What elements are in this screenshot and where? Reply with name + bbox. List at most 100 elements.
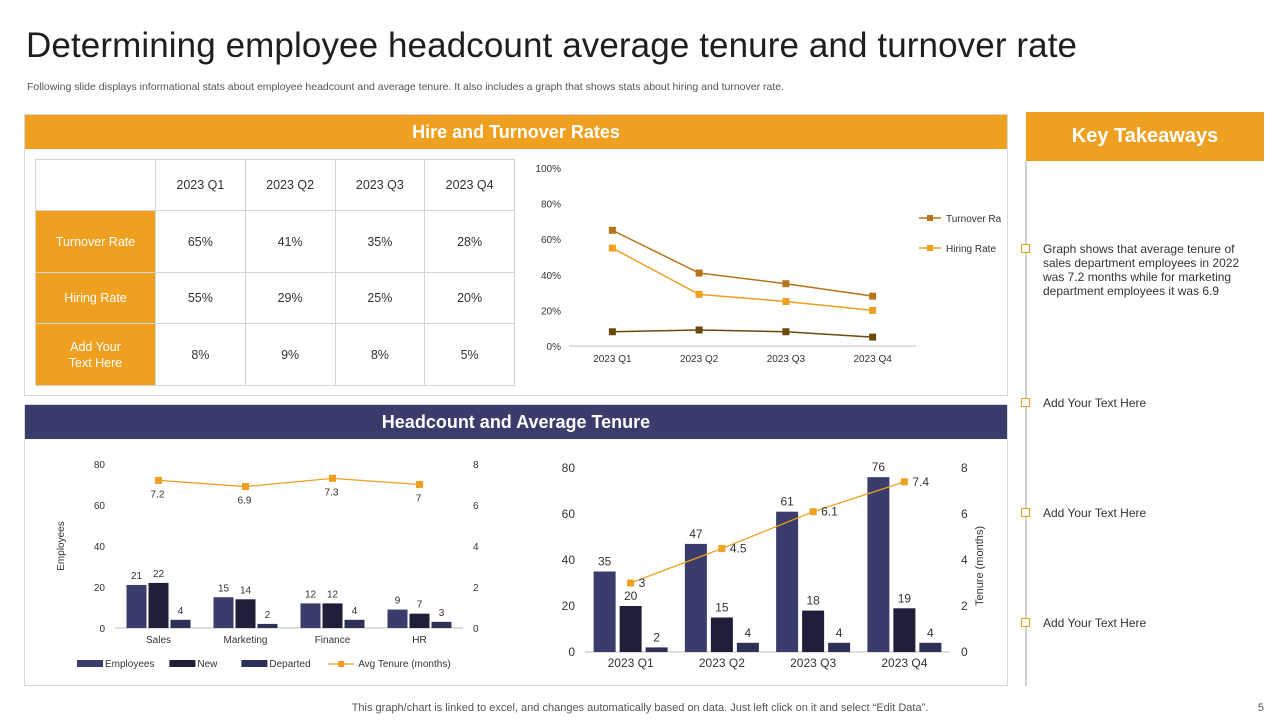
tenure-value-label: 7: [416, 494, 422, 505]
y2-tick-label: 0: [473, 624, 479, 635]
y2-tick-label: 8: [473, 460, 479, 471]
table-cell: 25%: [334, 272, 426, 324]
tenure-value-label: 6.1: [821, 505, 838, 519]
tenure-point: [900, 478, 908, 486]
bullet-square-icon: [1021, 508, 1030, 517]
bar: [684, 543, 707, 652]
series-line: [612, 329, 873, 338]
data-point: [695, 326, 703, 334]
hire-turnover-title: Hire and Turnover Rates: [25, 115, 1007, 149]
bar: [619, 606, 642, 652]
bar-value-label: 47: [689, 527, 703, 541]
headcount-title: Headcount and Average Tenure: [25, 405, 1007, 439]
y2-tick-label: 8: [961, 461, 968, 475]
bar: [126, 584, 147, 628]
bar-value-label: 3: [439, 608, 445, 619]
y2-tick-label: 2: [961, 599, 968, 613]
tenure-value-label: 7.2: [151, 489, 165, 500]
bar: [344, 619, 365, 628]
bar-value-label: 15: [715, 601, 729, 615]
bar: [235, 599, 256, 628]
hire-turnover-panel: Hire and Turnover Rates 2023 Q1 2023 Q2 …: [24, 114, 1008, 396]
bar: [867, 477, 890, 652]
bar-value-label: 19: [898, 591, 912, 605]
bar-value-label: 4: [352, 606, 358, 617]
bar-value-label: 4: [178, 606, 184, 617]
data-point: [695, 290, 703, 298]
rates-table: 2023 Q1 2023 Q2 2023 Q3 2023 Q4 Turnover…: [35, 159, 515, 386]
bullet-square-icon: [1021, 244, 1030, 253]
tenure-point: [155, 476, 162, 484]
tenure-point: [416, 481, 423, 488]
bar-value-label: 15: [218, 583, 230, 594]
y-tick-label: 40%: [541, 271, 561, 282]
bar: [213, 597, 234, 628]
y2-tick-label: 4: [473, 542, 479, 553]
bar-value-label: 22: [153, 569, 165, 580]
bar-value-label: 2: [265, 610, 271, 621]
page-title: Determining employee headcount average t…: [26, 26, 1078, 65]
table-corner-cell: [35, 159, 156, 211]
legend-marker: [338, 661, 345, 667]
x-tick-label: 2023 Q4: [853, 354, 892, 365]
bar-value-label: 18: [806, 594, 820, 608]
table-header-row: 2023 Q1 2023 Q2 2023 Q3 2023 Q4: [35, 159, 515, 211]
legend-marker: [927, 215, 933, 221]
bar: [710, 617, 733, 652]
bar-value-label: 35: [598, 555, 612, 569]
takeaway-text: Add Your Text Here: [1043, 396, 1147, 410]
y-tick-label: 40: [562, 553, 576, 567]
bar-value-label: 2: [653, 630, 660, 644]
bar-value-label: 21: [131, 571, 143, 582]
table-row: Add Your Text Here 8% 9% 8% 5%: [35, 323, 515, 386]
x-tick-label: Sales: [146, 635, 171, 646]
row-label-turnover: Turnover Rate: [35, 210, 156, 273]
x-tick-label: Finance: [315, 635, 351, 646]
table-header-cell: 2023 Q4: [424, 159, 515, 211]
bar: [645, 647, 668, 652]
legend-label: Hiring Rate: [946, 244, 996, 255]
data-point: [782, 298, 790, 305]
x-tick-label: 2023 Q2: [699, 656, 745, 670]
y2-tick-label: 4: [961, 553, 968, 567]
series-line: [612, 229, 873, 297]
y-tick-label: 60%: [541, 235, 561, 246]
data-point: [608, 328, 616, 336]
table-cell: 55%: [155, 272, 246, 324]
y2-tick-label: 0: [961, 645, 968, 659]
bar: [802, 610, 825, 652]
y-tick-label: 40: [94, 542, 106, 553]
x-tick-label: 2023 Q2: [680, 354, 719, 365]
bar: [387, 609, 408, 628]
table-cell: 20%: [424, 272, 515, 324]
table-row: Hiring Rate 55% 29% 25% 20%: [35, 272, 515, 324]
tenure-value-label: 6.9: [238, 496, 252, 507]
bar: [322, 603, 343, 628]
table-cell: 8%: [334, 323, 426, 386]
y-tick-label: 80%: [541, 200, 561, 211]
data-point: [782, 328, 790, 336]
legend-swatch: [241, 660, 268, 667]
tenure-line: [630, 481, 905, 584]
bar-value-label: 61: [780, 495, 794, 509]
legend-label: Avg Tenure (months): [358, 659, 450, 670]
bar-value-label: 76: [872, 460, 886, 474]
y-tick-label: 80: [562, 461, 576, 475]
legend-label: Departed: [269, 659, 310, 670]
table-cell: 35%: [334, 210, 426, 273]
y2-tick-label: 6: [961, 507, 968, 521]
tenure-point: [718, 545, 726, 552]
data-point: [869, 306, 877, 314]
legend-swatch: [77, 660, 103, 667]
x-tick-label: 2023 Q3: [790, 656, 836, 670]
bar-value-label: 14: [240, 585, 252, 596]
bar: [736, 642, 759, 652]
data-point: [608, 226, 616, 234]
table-header-cell: 2023 Q3: [334, 159, 426, 211]
tenure-point: [627, 579, 635, 587]
tenure-value-label: 7.4: [912, 475, 929, 489]
row-label-custom: Add Your Text Here: [35, 323, 156, 386]
y2-tick-label: 2: [473, 583, 479, 594]
y-tick-label: 20: [562, 599, 576, 613]
bar-value-label: 7: [417, 600, 423, 611]
